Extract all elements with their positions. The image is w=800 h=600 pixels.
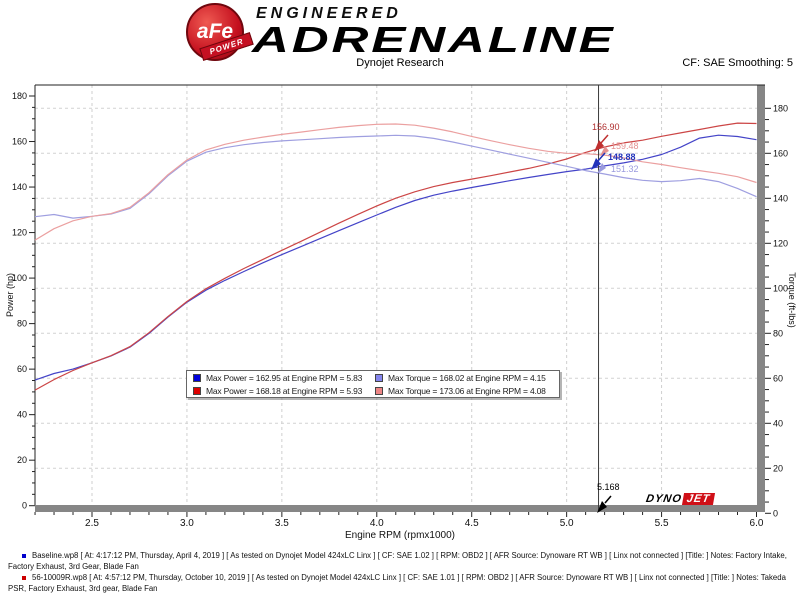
left-axis-tick-label: 120	[12, 228, 27, 238]
y-left-axis-title: Power (hp)	[5, 273, 15, 317]
baseline-power-swatch	[193, 373, 201, 382]
left-axis-tick-label: 20	[17, 455, 27, 465]
run-description-baseline: Baseline.wp8 [ At: 4:17:12 PM, Thursday,…	[8, 551, 787, 571]
run-entry-baseline: Baseline.wp8 [ At: 4:17:12 PM, Thursday,…	[0, 551, 794, 572]
right-axis-tick-label: 100	[773, 283, 788, 293]
legend-row-modified: Max Power = 168.18 at Engine RPM = 5.93 …	[187, 384, 559, 397]
modified-power-swatch	[193, 386, 201, 395]
max-values-legend: Max Power = 162.95 at Engine RPM = 5.83 …	[186, 370, 560, 398]
modified-torque-swatch	[375, 386, 383, 395]
x-axis-tick-label: 6.0	[750, 518, 764, 529]
cursor-value-red-power: 156.90	[592, 122, 620, 132]
chart-title: Dynojet Research	[356, 57, 444, 69]
power-curve-modified	[34, 122, 757, 391]
cursor-arrow-blue-light	[597, 163, 606, 174]
dynojet-logo: DYNO JET	[644, 493, 716, 505]
cursor-arrow-red-light	[600, 146, 609, 156]
right-axis-tick-label: 80	[773, 328, 783, 338]
left-axis-tick-label: 40	[17, 410, 27, 420]
y-right-axis-title: Torque (ft-lbs)	[787, 272, 797, 328]
legend-row-baseline: Max Power = 162.95 at Engine RPM = 5.83 …	[187, 371, 559, 384]
x-axis-tick-label: 5.0	[560, 518, 574, 529]
torque-curve-baseline	[34, 134, 757, 219]
right-axis-tick-label: 140	[773, 193, 788, 203]
power-curve-baseline	[34, 134, 757, 381]
brand-line-adrenaline: ADRENALINE	[252, 19, 616, 60]
left-axis-tick-label: 180	[12, 91, 27, 101]
x-axis-tick-label: 4.0	[370, 518, 384, 529]
right-axis-tick-label: 40	[773, 418, 783, 428]
right-axis-tick-label: 60	[773, 373, 783, 383]
right-axis-tick-label: 180	[773, 103, 788, 113]
cursor-arrow-blue-tail	[597, 152, 606, 162]
left-axis-tick-label: 160	[12, 137, 27, 147]
bottom-axis-bar	[35, 505, 765, 512]
right-axis-bar	[757, 85, 765, 512]
cursor-arrow-red-tail	[600, 134, 609, 144]
baseline-max-power-label: Max Power = 162.95 at Engine RPM = 5.83	[206, 372, 363, 383]
run-entry-modified: 56-10009R.wp8 [ At: 4:57:12 PM, Thursday…	[0, 573, 794, 594]
cursor-arrow-blue	[591, 158, 601, 170]
dynojet-logo-dyno: DYNO	[644, 493, 683, 505]
left-axis-tick-label: 60	[17, 364, 27, 374]
x-axis-title: Engine RPM (rpmx1000)	[345, 530, 455, 541]
baseline-torque-swatch	[375, 373, 383, 382]
torque-curve-modified	[34, 123, 757, 241]
x-axis-tick-label: 5.5	[655, 518, 669, 529]
cursor-arrow-red	[594, 140, 604, 152]
modified-max-power-label: Max Power = 168.18 at Engine RPM = 5.93	[206, 385, 363, 396]
run-description-modified: 56-10009R.wp8 [ At: 4:57:12 PM, Thursday…	[8, 573, 786, 593]
dynojet-logo-jet: JET	[681, 493, 716, 505]
left-axis-tick-label: 0	[22, 501, 27, 511]
right-axis-tick-label: 0	[773, 508, 778, 518]
afe-logo-text: aFe	[196, 20, 234, 43]
cursor-arrow-black	[597, 501, 607, 513]
left-axis-tick-label: 100	[12, 273, 27, 283]
cursor-rpm-label: 5.168	[597, 482, 620, 492]
right-axis-tick-label: 20	[773, 463, 783, 473]
right-axis-tick-label: 120	[773, 238, 788, 248]
x-axis-tick-label: 4.5	[465, 518, 479, 529]
smoothing-setting: CF: SAE Smoothing: 5	[682, 57, 793, 69]
modified-max-torque-label: Max Torque = 173.06 at Engine RPM = 4.08	[388, 385, 546, 396]
baseline-max-torque-label: Max Torque = 168.02 at Engine RPM = 4.15	[388, 372, 546, 383]
x-axis-tick-label: 3.5	[275, 518, 289, 529]
left-axis-tick-label: 140	[12, 182, 27, 192]
run-info-footer: Baseline.wp8 [ At: 4:17:12 PM, Thursday,…	[0, 551, 794, 595]
right-axis-tick-label: 160	[773, 148, 788, 158]
x-axis-tick-label: 3.0	[180, 518, 194, 529]
run-bullet-blue	[22, 554, 26, 558]
run-bullet-red	[22, 576, 26, 580]
x-axis-tick-label: 2.5	[85, 518, 99, 529]
brand-line-engineered: ENGINEERED	[256, 5, 402, 22]
cursor-value-red-torque: 159.48	[611, 141, 639, 151]
cursor-value-blue-power: 148.88	[608, 152, 636, 162]
left-axis-tick-label: 80	[17, 319, 27, 329]
cursor-value-blue-torque: 151.32	[611, 164, 639, 174]
cursor-arrow-black-tail	[604, 495, 612, 504]
